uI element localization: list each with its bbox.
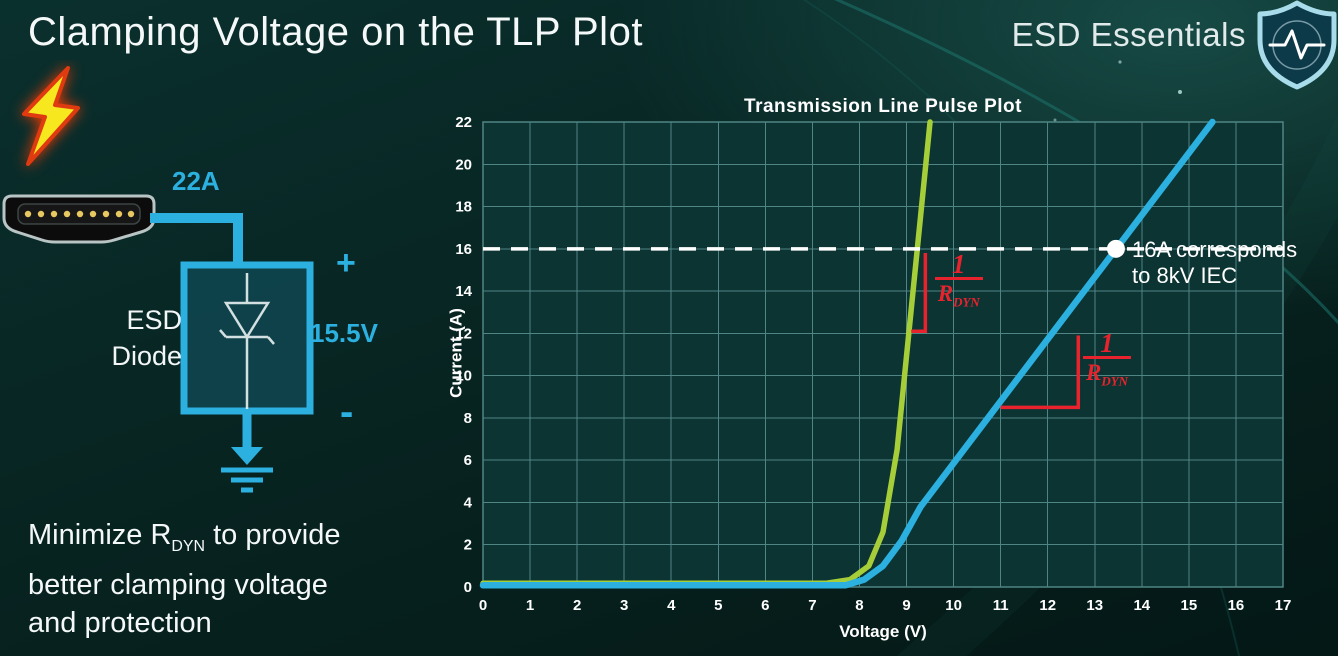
surge-current-label: 22A (172, 166, 220, 196)
y-tick-label: 18 (455, 199, 472, 216)
x-tick-label: 8 (855, 597, 863, 614)
y-tick-label: 10 (455, 368, 472, 385)
x-tick-label: 16 (1228, 597, 1245, 614)
x-tick-label: 12 (1039, 597, 1056, 614)
footer-note-line3: and protection (28, 606, 212, 639)
esd-diode-label-line1: ESD (126, 305, 182, 335)
y-tick-label: 4 (464, 494, 473, 511)
series-blue-high-rdyn (479, 118, 1216, 589)
x-tick-label: 14 (1133, 597, 1150, 614)
rdyn-fraction-green: 1 RDYN (934, 250, 983, 316)
chart-title: Transmission Line Pulse Plot (744, 96, 1022, 117)
footer-note: Minimize RDYN to provide better clamping… (28, 516, 340, 642)
green-slope-bracket (911, 253, 928, 333)
rdyn-fraction-blue: 1 RDYN (1083, 330, 1132, 395)
x-tick-label: 4 (667, 597, 676, 614)
surge-wire (150, 213, 243, 267)
x-axis-label: Voltage (V) (839, 622, 927, 641)
x-tick-label: 7 (808, 597, 816, 614)
y-tick-label: 0 (464, 579, 472, 596)
x-tick-label: 10 (945, 597, 962, 614)
y-tick-label: 2 (464, 537, 472, 554)
x-tick-label: 0 (479, 597, 487, 614)
x-tick-label: 13 (1086, 597, 1103, 614)
reference-line-annotation-line2: to 8kV IEC (1132, 263, 1238, 288)
esd-circuit-diagram (2, 66, 314, 493)
esd-diode-label: ESD Diode (36, 302, 182, 374)
reference-line-annotation: 16A corresponds to 8kV IEC (1132, 237, 1297, 289)
footer-note-line2: better clamping voltage (28, 568, 328, 601)
x-tick-label: 1 (526, 597, 534, 614)
y-tick-label: 6 (464, 452, 472, 469)
hdmi-connector-icon (2, 194, 156, 244)
x-tick-label: 2 (573, 597, 581, 614)
y-tick-label: 12 (455, 325, 472, 342)
y-tick-label: 22 (455, 114, 472, 131)
reference-line-annotation-line1: 16A corresponds (1132, 237, 1298, 262)
polarity-plus-label: + (336, 244, 356, 282)
x-tick-label: 5 (714, 597, 722, 614)
x-tick-label: 17 (1275, 597, 1292, 614)
blue-slope-bracket (1000, 335, 1081, 410)
y-tick-label: 20 (455, 156, 472, 173)
tlp-plot-canvas: 0 1 2 3 4 5 6 7 8 9 10 11 12 13 14 15 16 1702468101214161… (455, 114, 1292, 614)
y-tick-label: 8 (464, 410, 472, 427)
intersection-marker (1106, 239, 1125, 258)
x-tick-label: 15 (1181, 597, 1198, 614)
x-tick-label: 11 (993, 597, 1009, 614)
esd-shield-logo-icon (1257, 0, 1337, 90)
x-tick-label: 6 (761, 597, 769, 614)
zener-diode-symbol-icon (219, 273, 275, 409)
lightning-bolt-icon (22, 66, 80, 166)
footer-note-line1: Minimize RDYN to provide (28, 519, 341, 555)
ground-symbol-icon (221, 411, 273, 493)
brand-title: ESD Essentials (1011, 16, 1246, 53)
clamp-voltage-label: 15.5V (310, 318, 378, 348)
y-tick-label: 14 (455, 283, 472, 300)
x-tick-label: 3 (620, 597, 628, 614)
page-title: Clamping Voltage on the TLP Plot (28, 10, 643, 54)
y-tick-label: 16 (455, 241, 472, 258)
esd-diode-label-line2: Diode (111, 341, 182, 371)
x-tick-label: 9 (902, 597, 910, 614)
polarity-minus-label: - (340, 390, 354, 434)
tlp-chart: 0 1 2 3 4 5 6 7 8 9 10 11 12 13 14 15 16 17 0 2 4 6 8 10 12 14 16 1… (440, 95, 1338, 656)
y-axis-label: Current (A) (446, 308, 466, 398)
